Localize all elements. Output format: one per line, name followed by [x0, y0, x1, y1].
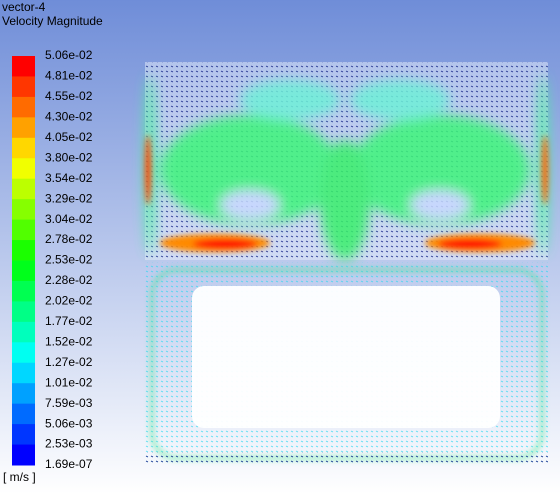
colorbar-label: 4.81e-02 [45, 69, 93, 83]
color-block [12, 321, 35, 343]
colorbar-label: 2.53e-03 [45, 437, 93, 451]
color-block [12, 280, 35, 302]
colorbar-label: 2.53e-02 [45, 253, 93, 267]
color-block [12, 301, 35, 323]
color-block [12, 444, 35, 466]
colorbar-label: 3.80e-02 [45, 150, 93, 164]
color-block [12, 199, 35, 221]
color-block [12, 158, 35, 180]
color-block [12, 117, 35, 139]
colorbar-label: 3.29e-02 [45, 191, 93, 205]
color-block [12, 424, 35, 446]
colorbar-label: 1.77e-02 [45, 314, 93, 328]
subtitle: Velocity Magnitude [2, 14, 103, 28]
colorbar-label: 1.01e-02 [45, 375, 93, 389]
colorbar: 5.06e-02 4.81e-02 4.55e-02 4.30e-02 4.05e-02… [12, 48, 93, 471]
colorbar-label: 1.27e-02 [45, 355, 93, 369]
colorbar-label: 4.30e-02 [45, 110, 93, 124]
colorbar-label: 5.06e-03 [45, 416, 93, 430]
unit-label: [ m/s ] [3, 470, 36, 484]
color-block [12, 260, 35, 282]
color-block [12, 96, 35, 118]
color-block [12, 56, 35, 77]
colorbar-label: 4.55e-02 [45, 89, 93, 103]
color-block [12, 178, 35, 200]
colorbar-label: 7.59e-03 [45, 396, 93, 410]
vector-field [144, 62, 549, 465]
title: vector-4 [2, 0, 46, 14]
color-block [12, 383, 35, 405]
color-block [12, 240, 35, 261]
colorbar-label: 4.05e-02 [45, 130, 93, 144]
color-block [12, 342, 35, 364]
color-block [12, 362, 35, 384]
color-block [12, 76, 35, 98]
colorbar-label: 2.02e-02 [45, 294, 93, 308]
color-block [12, 219, 35, 241]
color-block [12, 137, 35, 159]
colorbar-label: 5.06e-02 [45, 48, 93, 62]
colorbar-label: 1.52e-02 [45, 334, 93, 348]
color-block [12, 403, 35, 425]
colorbar-label: 2.78e-02 [45, 232, 93, 246]
colorbar-label: 3.04e-02 [45, 212, 93, 226]
colorbar-label: 1.69e-07 [45, 457, 93, 471]
colorbar-label: 3.54e-02 [45, 171, 93, 185]
colorbar-label: 2.28e-02 [45, 273, 93, 287]
